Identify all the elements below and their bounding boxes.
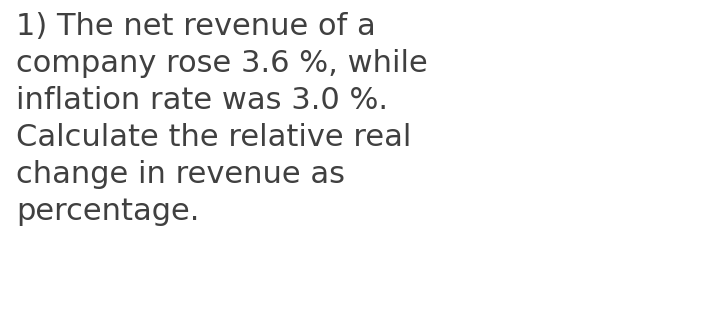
Text: 1) The net revenue of a
company rose 3.6 %, while
inflation rate was 3.0 %.
Calc: 1) The net revenue of a company rose 3.6… xyxy=(16,12,428,226)
